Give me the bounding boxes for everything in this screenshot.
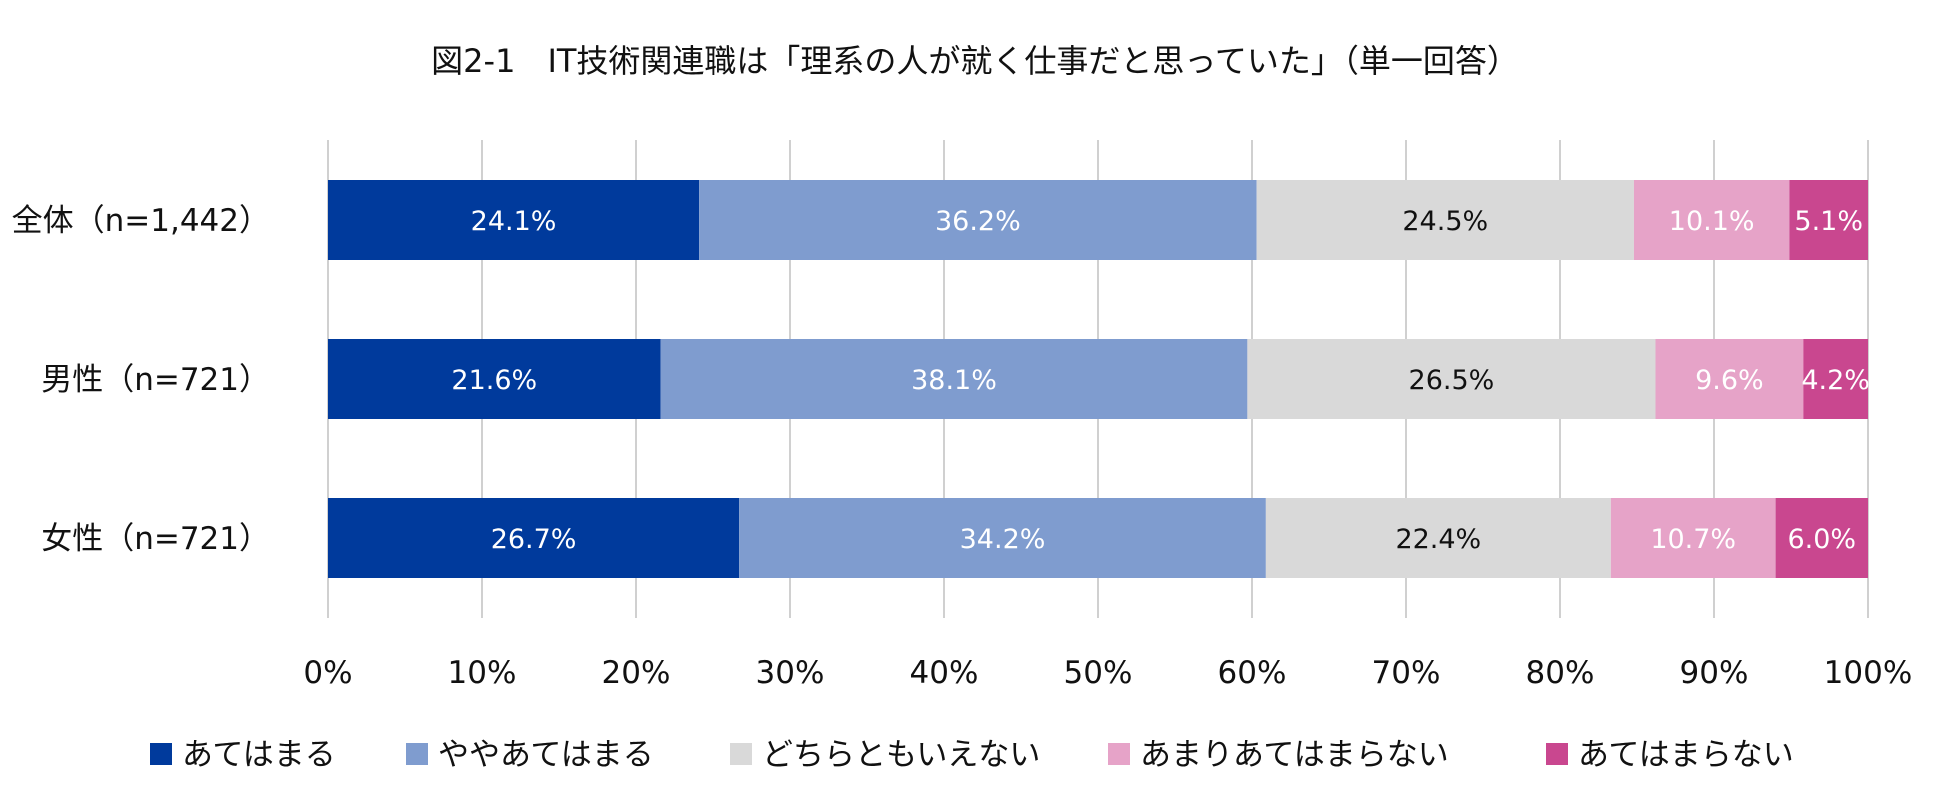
legend-swatch [150, 743, 172, 765]
data-label: 9.6% [1695, 365, 1764, 396]
bar-segment [1247, 339, 1656, 419]
legend-label: ややあてはまる [438, 737, 654, 773]
bar-segment [328, 180, 700, 260]
chart-title: 図2-1 IT技術関連職は「理系の人が就く仕事だと思っていた」（単一回答） [431, 42, 1519, 80]
bar-segment [1256, 180, 1634, 260]
bars: 24.1% 36.2% 24.5% 10.1% 5.1% 21.6% 38.1% 26.5% 9… [328, 180, 1870, 578]
x-tick-label: 60% [1218, 655, 1287, 691]
category-labels: 全体（n=1,442） 男性（n=721） 女性（n=721） [12, 203, 270, 557]
bar-segment [328, 498, 740, 578]
data-label: 24.1% [471, 206, 557, 237]
data-label: 6.0% [1787, 524, 1856, 555]
x-tick-label: 80% [1526, 655, 1595, 691]
x-tick-label: 30% [756, 655, 825, 691]
legend-label: どちらともいえない [762, 737, 1040, 773]
x-tick-label: 70% [1372, 655, 1441, 691]
bar-segment [1633, 180, 1790, 260]
data-label: 22.4% [1395, 524, 1481, 555]
bar-segment [1803, 339, 1868, 419]
data-label: 5.1% [1794, 206, 1863, 237]
legend-label: あてはまらない [1578, 737, 1794, 773]
bar-segment [1610, 498, 1776, 578]
data-label: 24.5% [1402, 206, 1488, 237]
bar-segment [1775, 498, 1868, 578]
category-label: 男性（n=721） [41, 362, 270, 398]
legend-label: あてはまる [182, 737, 336, 773]
bar-segment [328, 339, 661, 419]
data-label: 10.7% [1650, 524, 1736, 555]
data-label: 26.7% [491, 524, 577, 555]
data-label: 38.1% [911, 365, 997, 396]
x-tick-label: 90% [1680, 655, 1749, 691]
legend-swatch [730, 743, 752, 765]
data-label: 34.2% [960, 524, 1046, 555]
data-label: 21.6% [451, 365, 537, 396]
bar-segment [1789, 180, 1868, 260]
bar-segment [1655, 339, 1804, 419]
category-label: 全体（n=1,442） [12, 203, 270, 239]
bar-segment [1265, 498, 1611, 578]
x-tick-label: 10% [448, 655, 517, 691]
x-tick-label: 0% [303, 655, 352, 691]
category-label: 女性（n=721） [41, 521, 270, 557]
bar-segment [699, 180, 1257, 260]
bar-segment [739, 498, 1266, 578]
x-tick-label: 40% [910, 655, 979, 691]
legend: あてはまる ややあてはまる どちらともいえない あまりあてはまらない あてはまらない [150, 737, 1794, 773]
legend-label: あまりあてはまらない [1140, 737, 1449, 773]
legend-swatch [406, 743, 428, 765]
legend-swatch [1546, 743, 1568, 765]
x-tick-label: 100% [1824, 655, 1913, 691]
x-tick-label: 50% [1064, 655, 1133, 691]
data-label: 4.2% [1801, 365, 1870, 396]
data-label: 10.1% [1669, 206, 1755, 237]
bar-segment [660, 339, 1248, 419]
data-label: 36.2% [935, 206, 1021, 237]
data-label: 26.5% [1409, 365, 1495, 396]
x-axis-ticks: 0% 10% 20% 30% 40% 50% 60% 70% 80% 90% 100% [303, 655, 1912, 691]
x-tick-label: 20% [602, 655, 671, 691]
legend-swatch [1108, 743, 1130, 765]
